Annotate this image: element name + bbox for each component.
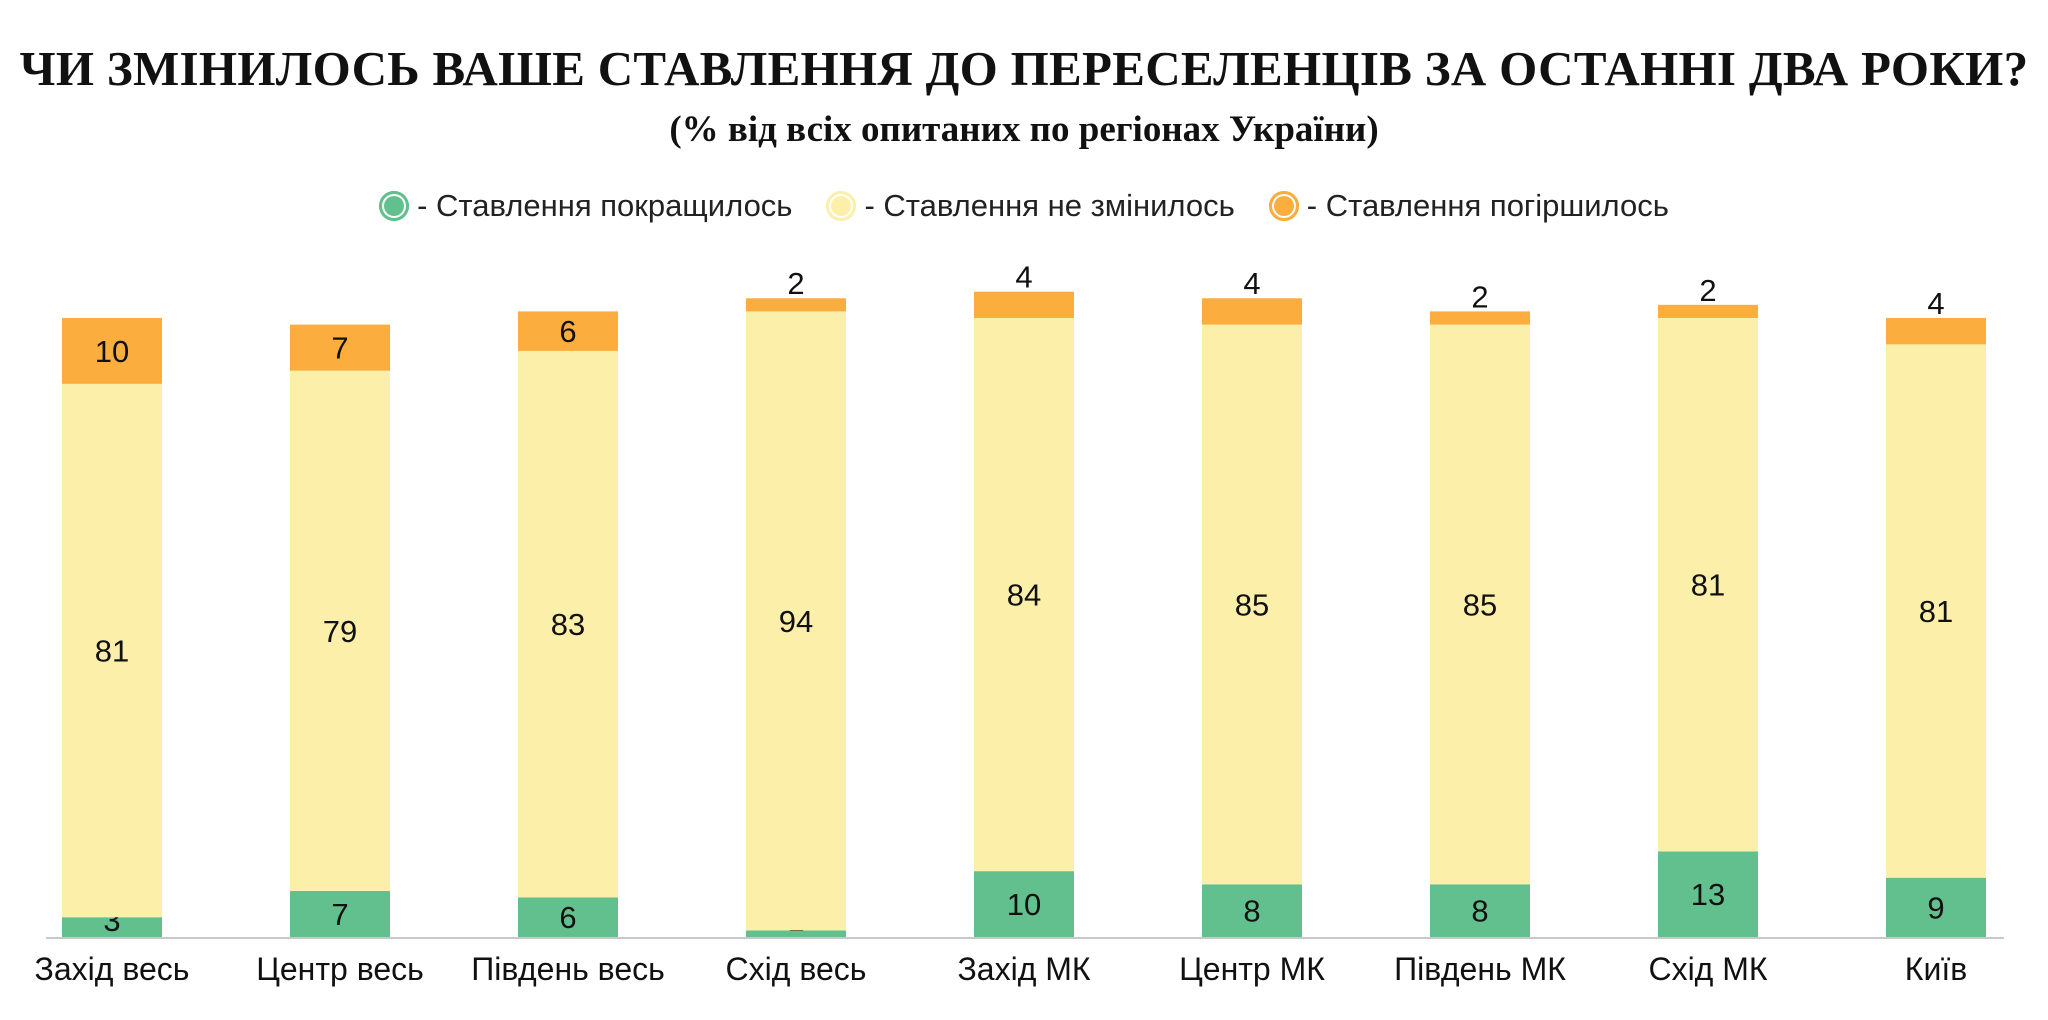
data-label-worsened: 4 (1243, 266, 1260, 301)
bar-segment-improved (290, 890, 390, 937)
data-label-worsened: 7 (331, 331, 348, 366)
legend-label-unchanged: - Ставлення не змінилось (864, 188, 1235, 223)
legend-swatch-worsened (1268, 191, 1299, 221)
data-label-unchanged: 81 (95, 634, 129, 669)
category-label: Південь МК (1394, 951, 1566, 987)
bar-segment-worsened (1430, 311, 1530, 325)
bar-segment-unchanged (974, 318, 1074, 872)
bar-segment-unchanged (1658, 318, 1758, 852)
data-label-worsened: 6 (559, 314, 576, 349)
legend-swatch-unchanged (826, 191, 857, 221)
legend-item-unchanged: - Ставлення не змінилось (826, 188, 1235, 224)
bar-segment-worsened (1658, 304, 1758, 318)
bar-segment-unchanged (1430, 324, 1530, 885)
bar-segment-unchanged (290, 370, 390, 891)
data-label-unchanged: 84 (1007, 578, 1041, 613)
data-label-improved: 13 (1691, 877, 1725, 912)
bar-segment-improved (1202, 884, 1302, 937)
bar-segment-worsened (1202, 298, 1302, 325)
bar-segment-worsened (290, 324, 390, 371)
category-label: Центр МК (1179, 951, 1325, 987)
data-label-worsened: 4 (1015, 260, 1032, 295)
data-label-unchanged: 81 (1919, 594, 1953, 629)
bar-segment-improved (518, 897, 618, 937)
category-label: Схід МК (1648, 951, 1767, 987)
data-label-worsened: 2 (787, 266, 804, 301)
data-label-worsened: 10 (95, 334, 129, 369)
chart-subtitle: (% від всіх опитаних по регіонах України… (669, 109, 1379, 150)
data-label-unchanged: 79 (323, 614, 357, 649)
data-label-unchanged: 85 (1235, 587, 1269, 622)
category-label: Південь весь (471, 951, 665, 987)
bar-segment-worsened (974, 291, 1074, 318)
bar-segment-worsened (746, 298, 846, 312)
data-label-improved: 6 (559, 900, 576, 935)
category-label: Захід МК (957, 951, 1090, 987)
legend-swatch-improved (379, 191, 410, 221)
bar-segment-unchanged (1202, 324, 1302, 885)
category-label: Схід весь (726, 951, 867, 987)
data-label-improved: 8 (1471, 894, 1488, 929)
legend-label-worsened: - Ставлення погіршилось (1306, 188, 1669, 223)
legend-label-improved: - Ставлення покращилось (417, 188, 793, 223)
bar-segment-worsened (1886, 318, 1986, 345)
bar-segment-improved (62, 917, 162, 937)
bar-segment-worsened (62, 318, 162, 384)
data-label-unchanged: 81 (1691, 568, 1725, 603)
data-label-unchanged: 85 (1463, 587, 1497, 622)
bar-segment-worsened (518, 311, 618, 351)
data-label-worsened: 2 (1471, 279, 1488, 314)
data-label-improved: 8 (1243, 894, 1260, 929)
bar-segment-improved (1430, 884, 1530, 937)
bar-segment-improved (974, 871, 1074, 937)
bar-segment-improved (1886, 877, 1986, 937)
data-label-worsened: 2 (1699, 273, 1716, 308)
legend-item-worsened: - Ставлення погіршилось (1268, 188, 1669, 224)
data-label-worsened: 4 (1927, 286, 1944, 321)
bar-segment-unchanged (518, 350, 618, 898)
category-label: Київ (1905, 951, 1967, 987)
data-label-improved: 9 (1927, 890, 1944, 925)
bar-segment-unchanged (1886, 344, 1986, 878)
legend-item-improved: - Ставлення покращилось (379, 188, 792, 224)
bar-segment-improved (746, 930, 846, 937)
bar-segment-improved (1658, 851, 1758, 937)
bar-segment-unchanged (746, 311, 846, 931)
bar-segment-unchanged (62, 383, 162, 918)
category-label: Захід весь (35, 951, 190, 987)
legend: - Ставлення покращилось - Ставлення не з… (0, 188, 2048, 224)
data-label-unchanged: 83 (551, 607, 585, 642)
category-label: Центр весь (256, 951, 424, 987)
data-label-improved: 10 (1007, 887, 1041, 922)
data-label-unchanged: 94 (779, 604, 813, 639)
data-label-improved: 7 (331, 897, 348, 932)
chart-title: ЧИ ЗМІНИЛОСЬ ВАШЕ СТАВЛЕННЯ ДО ПЕРЕСЕЛЕН… (19, 41, 2029, 96)
